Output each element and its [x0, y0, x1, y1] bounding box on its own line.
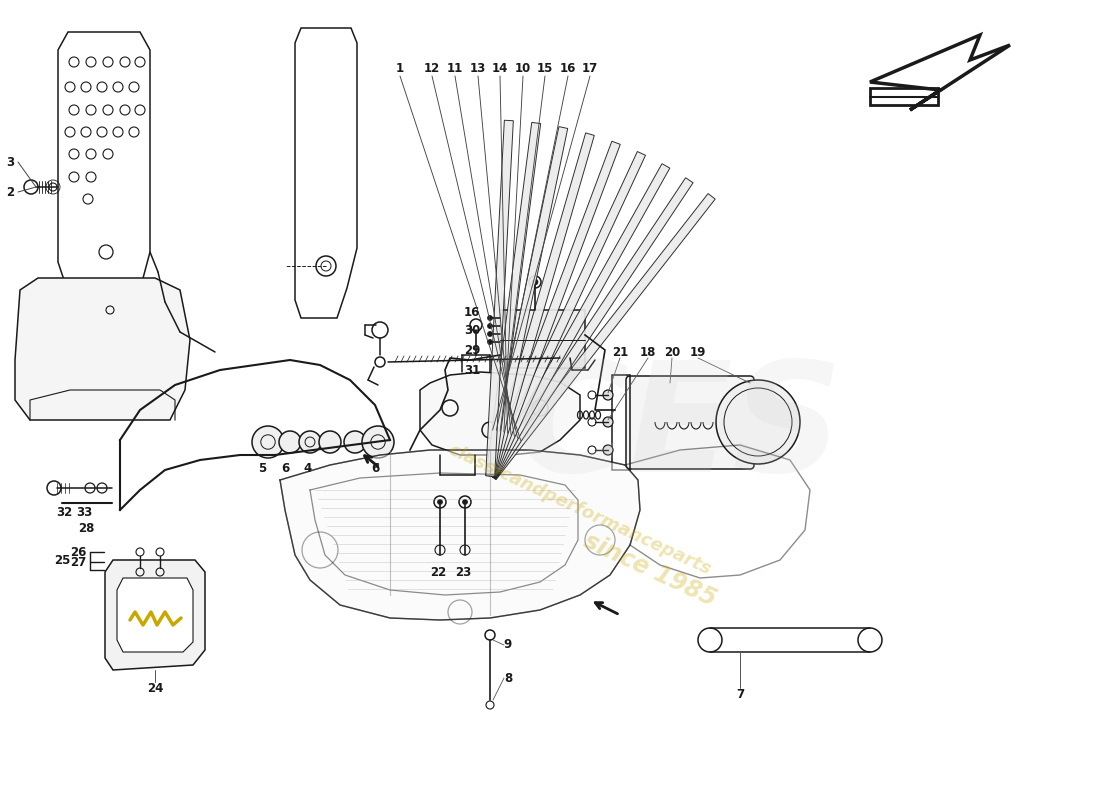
Circle shape	[344, 431, 366, 453]
Circle shape	[299, 431, 321, 453]
Circle shape	[252, 426, 284, 458]
Circle shape	[462, 499, 468, 505]
Text: 27: 27	[70, 555, 86, 569]
Circle shape	[858, 628, 882, 652]
Polygon shape	[104, 560, 205, 670]
Circle shape	[487, 315, 493, 321]
Text: 10: 10	[515, 62, 531, 74]
Text: 33: 33	[76, 506, 92, 519]
Text: 24: 24	[146, 682, 163, 694]
Text: 21: 21	[612, 346, 628, 358]
Polygon shape	[488, 178, 693, 479]
Circle shape	[319, 431, 341, 453]
Text: 25: 25	[54, 554, 70, 567]
Text: 6: 6	[371, 462, 380, 474]
Circle shape	[362, 426, 394, 458]
Circle shape	[603, 445, 613, 455]
Text: CES: CES	[517, 355, 844, 505]
Text: 3: 3	[6, 155, 14, 169]
Text: 18: 18	[640, 346, 657, 358]
Text: 2: 2	[6, 186, 14, 198]
Text: 8: 8	[504, 671, 513, 685]
Polygon shape	[420, 372, 580, 455]
Circle shape	[553, 351, 571, 369]
Text: 16: 16	[464, 306, 481, 318]
Text: 11: 11	[447, 62, 463, 74]
Circle shape	[24, 180, 38, 194]
Text: 23: 23	[455, 566, 471, 578]
Polygon shape	[280, 450, 640, 620]
Circle shape	[487, 339, 493, 345]
Text: 17: 17	[582, 62, 598, 74]
Polygon shape	[486, 120, 514, 476]
Polygon shape	[486, 122, 541, 477]
Polygon shape	[117, 578, 192, 652]
Text: 31: 31	[464, 363, 480, 377]
Text: 20: 20	[664, 346, 680, 358]
Text: 26: 26	[69, 546, 86, 558]
Text: 15: 15	[537, 62, 553, 74]
Text: since 1985: since 1985	[580, 529, 720, 611]
Text: 22: 22	[430, 566, 447, 578]
Polygon shape	[488, 164, 670, 478]
Text: 30: 30	[464, 323, 480, 337]
Text: 4: 4	[304, 462, 312, 474]
Circle shape	[375, 357, 385, 367]
Circle shape	[532, 279, 538, 285]
Text: 7: 7	[736, 689, 744, 702]
Circle shape	[698, 628, 722, 652]
Circle shape	[716, 380, 800, 464]
Text: 12: 12	[424, 62, 440, 74]
Text: 14: 14	[492, 62, 508, 74]
Text: 1: 1	[396, 62, 404, 74]
Circle shape	[487, 323, 493, 329]
Polygon shape	[486, 126, 568, 477]
Polygon shape	[487, 133, 594, 478]
Circle shape	[603, 417, 613, 427]
Polygon shape	[487, 142, 620, 478]
Text: 16: 16	[560, 62, 576, 74]
Polygon shape	[15, 278, 190, 420]
Polygon shape	[487, 151, 646, 478]
Circle shape	[603, 390, 613, 400]
Circle shape	[372, 322, 388, 338]
Circle shape	[279, 431, 301, 453]
Circle shape	[438, 499, 442, 505]
Text: 13: 13	[470, 62, 486, 74]
Circle shape	[487, 331, 493, 337]
Text: classicandperformanceparts: classicandperformanceparts	[446, 441, 714, 579]
Text: 5: 5	[257, 462, 266, 474]
Text: 9: 9	[504, 638, 513, 651]
FancyBboxPatch shape	[626, 376, 754, 469]
Text: 6: 6	[280, 462, 289, 474]
Polygon shape	[488, 194, 715, 480]
Circle shape	[47, 481, 60, 495]
Text: 32: 32	[56, 506, 73, 519]
Text: 29: 29	[464, 343, 481, 357]
Text: 19: 19	[690, 346, 706, 358]
FancyBboxPatch shape	[500, 310, 585, 368]
Text: 28: 28	[78, 522, 95, 534]
